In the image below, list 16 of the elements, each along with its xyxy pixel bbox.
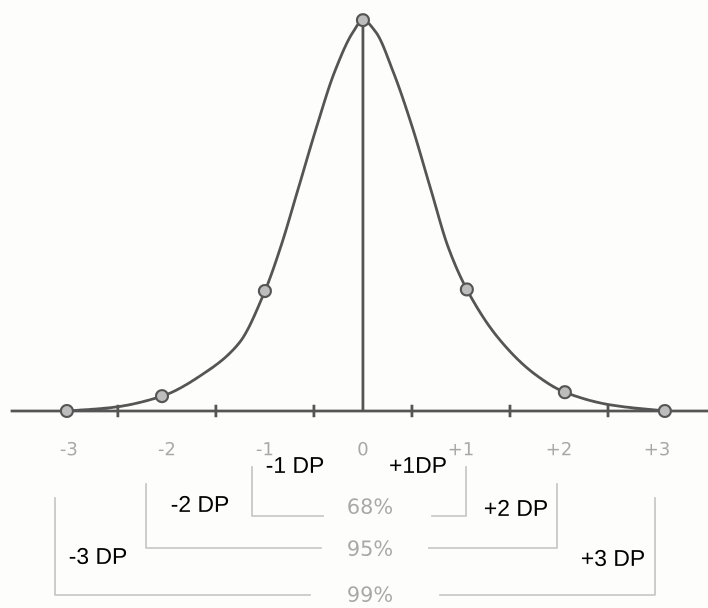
text: +3 DP bbox=[582, 550, 644, 566]
text: -2 DP bbox=[172, 496, 228, 512]
x-tick-label: +3 bbox=[646, 442, 669, 456]
x-tick-label: -1 bbox=[256, 442, 272, 456]
x-tick-label: +2 bbox=[548, 442, 570, 456]
x-tick-label: +1 bbox=[450, 442, 473, 456]
text: -3 DP bbox=[70, 548, 126, 564]
x-tick-label: -2 bbox=[158, 442, 174, 456]
text: 99% bbox=[348, 586, 392, 602]
text: -1 DP bbox=[266, 457, 324, 473]
text: +1DP bbox=[390, 457, 446, 473]
x-tick-label: -3 bbox=[60, 442, 76, 456]
x-tick-label: 0 bbox=[358, 442, 368, 456]
text: 95% bbox=[348, 540, 392, 556]
text: +2 DP bbox=[484, 500, 547, 516]
text: 68% bbox=[348, 498, 392, 514]
